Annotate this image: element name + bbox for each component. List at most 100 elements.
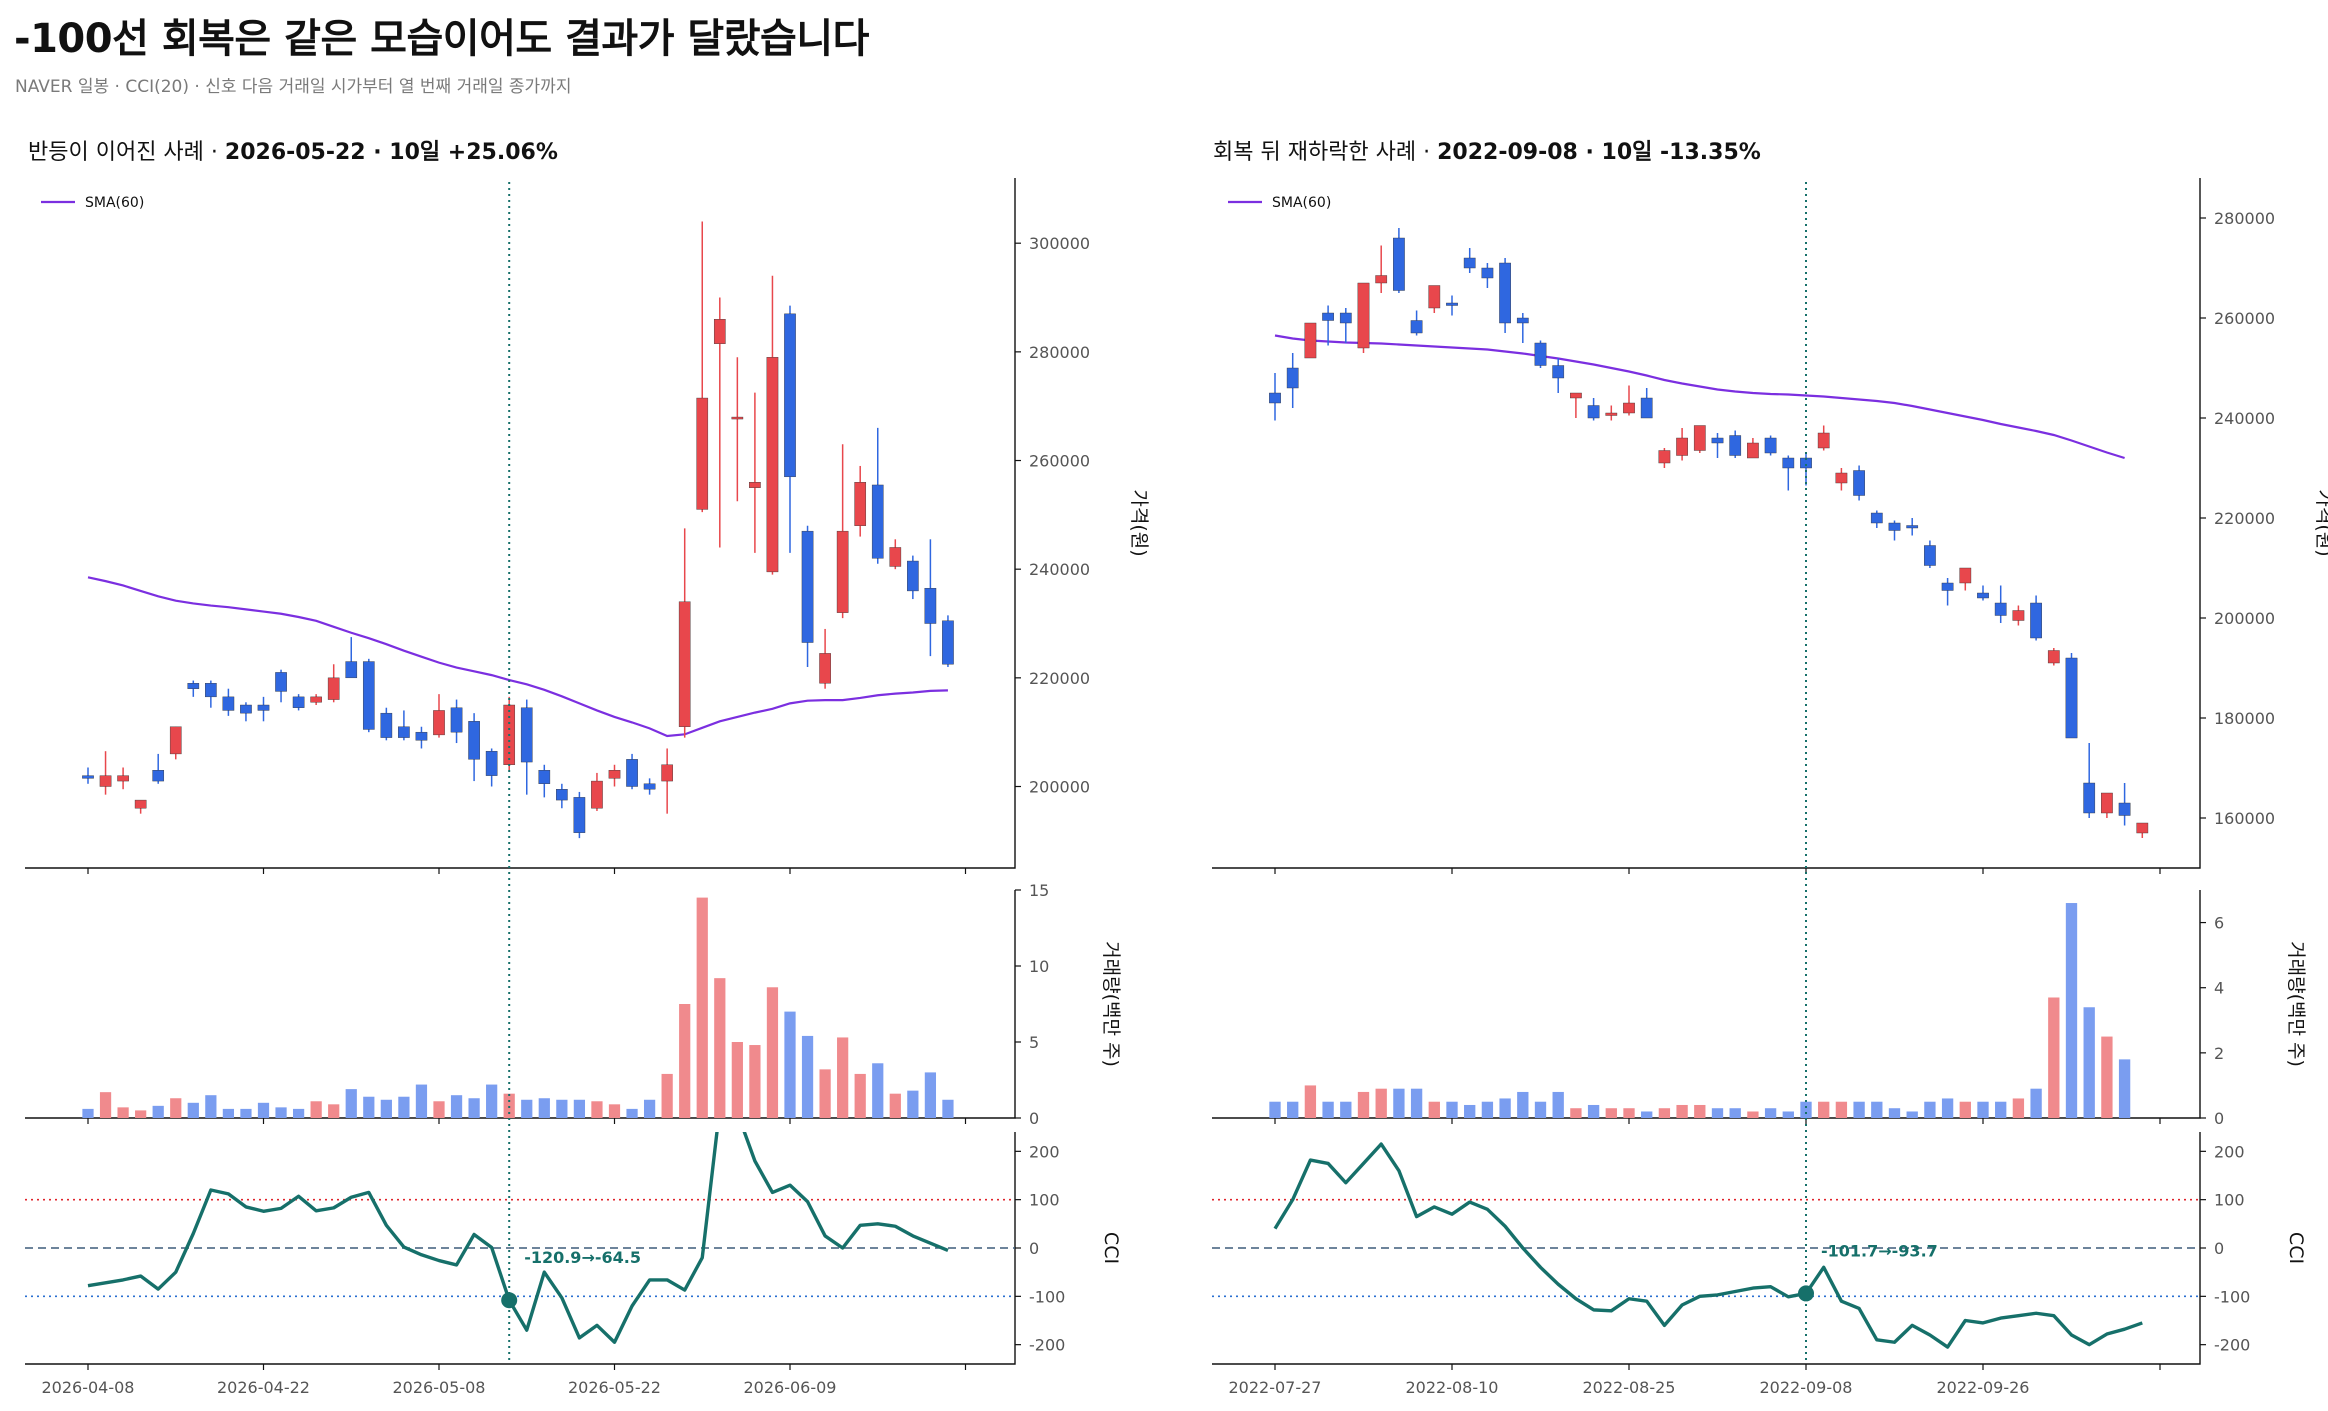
candle-body bbox=[134, 799, 147, 809]
candle bbox=[1552, 358, 1565, 393]
cci-axis-frame bbox=[1212, 1132, 2201, 1365]
candle bbox=[169, 726, 182, 760]
candle bbox=[1357, 282, 1370, 353]
volume-bar bbox=[1729, 1108, 1741, 1118]
candle-body bbox=[187, 683, 200, 689]
candle-body bbox=[2030, 602, 2042, 639]
candle bbox=[1304, 322, 1317, 359]
volume-bar bbox=[1906, 1111, 1918, 1118]
candle-body bbox=[696, 397, 709, 510]
candle-body bbox=[1605, 412, 1618, 416]
candle bbox=[713, 297, 726, 548]
candle bbox=[1924, 540, 1936, 568]
candle bbox=[99, 751, 112, 795]
volume-bar bbox=[837, 1037, 849, 1118]
candle bbox=[1800, 453, 1812, 486]
candle bbox=[2118, 783, 2131, 826]
volume-bar bbox=[1623, 1108, 1635, 1118]
x-tick-label: 2026-05-08 bbox=[393, 1378, 486, 1397]
candle-body bbox=[1375, 275, 1388, 284]
candle bbox=[292, 694, 305, 711]
cci-axis-label: CCI bbox=[2285, 1232, 2307, 1264]
candle-body bbox=[661, 764, 673, 782]
candle bbox=[1711, 433, 1724, 458]
volume-bar bbox=[784, 1011, 796, 1118]
candle-body bbox=[398, 726, 410, 738]
volume-bar bbox=[2065, 903, 2078, 1118]
x-tick-label: 2026-06-09 bbox=[744, 1378, 837, 1397]
x-tick-label: 2026-05-22 bbox=[568, 1378, 661, 1397]
panel-title-bold: 2022-09-08 · 10일 -13.35% bbox=[1437, 140, 1761, 165]
volume-bar bbox=[1941, 1098, 1954, 1118]
candle bbox=[1587, 398, 1600, 421]
candle-body bbox=[1711, 437, 1724, 444]
volume-bar bbox=[2083, 1007, 2095, 1118]
candle-body bbox=[169, 726, 182, 755]
candle-body bbox=[1853, 470, 1865, 496]
candle-body bbox=[275, 672, 287, 692]
volume-bar bbox=[398, 1096, 410, 1118]
candle bbox=[1623, 385, 1635, 416]
volume-bar bbox=[1605, 1108, 1617, 1118]
candle bbox=[222, 688, 235, 716]
candle bbox=[626, 753, 638, 790]
volume-bar bbox=[1304, 1085, 1317, 1118]
candle-body bbox=[292, 696, 305, 708]
cci-y-tick-label: 0 bbox=[2214, 1239, 2224, 1258]
candle-body bbox=[1410, 320, 1423, 334]
candle bbox=[2047, 648, 2060, 666]
price-axis-frame bbox=[25, 178, 1016, 869]
candle bbox=[538, 764, 551, 798]
candle bbox=[1676, 428, 1688, 461]
candle-body bbox=[749, 482, 761, 488]
candle-body bbox=[591, 780, 603, 809]
volume-bar bbox=[1888, 1108, 1901, 1118]
candle bbox=[1410, 310, 1423, 336]
candle-body bbox=[1339, 312, 1352, 324]
volume-bar bbox=[205, 1095, 217, 1118]
volume-y-tick-label: 0 bbox=[2214, 1109, 2224, 1128]
candle-body bbox=[1552, 365, 1565, 379]
price-y-tick-label: 280000 bbox=[1029, 343, 1090, 362]
candle bbox=[327, 664, 340, 703]
volume-bar bbox=[1481, 1101, 1494, 1118]
candle-body bbox=[205, 683, 217, 698]
candle bbox=[257, 696, 270, 722]
candle bbox=[678, 528, 691, 738]
candle-body bbox=[1286, 367, 1299, 389]
candle bbox=[450, 699, 463, 744]
candle-body bbox=[99, 775, 112, 787]
candle-body bbox=[468, 721, 480, 760]
candle bbox=[1499, 258, 1511, 333]
volume-bar bbox=[608, 1104, 621, 1118]
candle bbox=[1959, 567, 1972, 591]
candle-body bbox=[1817, 432, 1830, 449]
volume-bar bbox=[801, 1035, 814, 1118]
volume-bar bbox=[819, 1069, 831, 1118]
volume-bar bbox=[257, 1102, 270, 1118]
volume-bar bbox=[1658, 1108, 1671, 1118]
volume-bar bbox=[1499, 1098, 1511, 1118]
volume-bar bbox=[2012, 1098, 2025, 1118]
candle bbox=[1835, 468, 1848, 491]
candle bbox=[1729, 430, 1742, 458]
candle bbox=[924, 539, 937, 657]
volume-bar bbox=[380, 1099, 392, 1118]
volume-bar bbox=[450, 1095, 463, 1118]
candle bbox=[1570, 392, 1582, 418]
volume-bar bbox=[661, 1073, 673, 1118]
volume-bar bbox=[556, 1099, 568, 1118]
candle-body bbox=[678, 601, 691, 727]
candle-body bbox=[1994, 602, 2007, 616]
sma-line bbox=[1274, 334, 2125, 460]
candle-body bbox=[380, 712, 393, 738]
volume-bar bbox=[1393, 1088, 1405, 1118]
volume-bar bbox=[468, 1098, 480, 1118]
candle bbox=[117, 767, 129, 790]
candle-body bbox=[345, 661, 358, 679]
candle bbox=[433, 694, 445, 738]
candle-body bbox=[362, 661, 375, 730]
candle-body bbox=[257, 704, 270, 711]
volume-bar bbox=[170, 1098, 182, 1118]
candle-body bbox=[1393, 237, 1405, 291]
